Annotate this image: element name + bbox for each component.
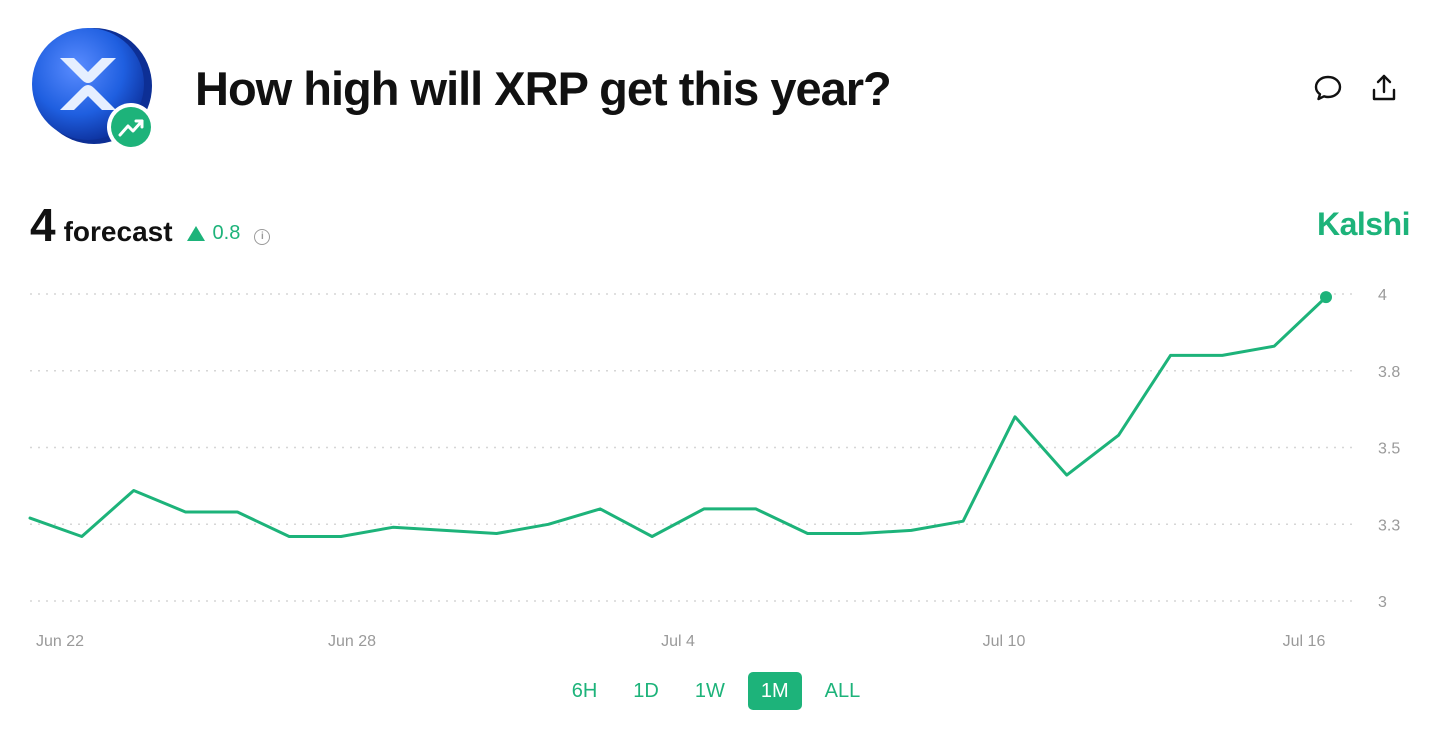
y-tick-label: 4 [1378, 287, 1387, 304]
page-title: How high will XRP get this year? [195, 62, 892, 115]
y-tick-label: 3 [1378, 594, 1387, 611]
y-tick-label: 3.3 [1378, 517, 1400, 534]
forecast-change-value: 0.8 [212, 222, 241, 244]
forecast-change: 0.8 [186, 222, 241, 245]
share-button[interactable] [1366, 70, 1402, 106]
share-icon [1372, 74, 1396, 101]
x-tick-label: Jul 10 [983, 633, 1026, 650]
series-line [28, 295, 1328, 538]
range-1m-button[interactable]: 1M [747, 672, 802, 710]
range-1w-button[interactable]: 1W [694, 680, 725, 702]
range-1d-button[interactable]: 1D [633, 680, 659, 702]
forecast-value: 4 [30, 199, 56, 251]
up-triangle-icon [186, 226, 205, 241]
info-icon[interactable]: i [254, 228, 271, 245]
comment-icon [1314, 75, 1342, 101]
x-tick-label: Jun 28 [328, 633, 376, 650]
forecast-label: forecast [63, 216, 173, 247]
range-all-button[interactable]: ALL [824, 680, 861, 702]
range-6h-button[interactable]: 6H [571, 680, 598, 702]
x-tick-label: Jul 4 [661, 633, 695, 650]
x-tick-label: Jul 16 [1283, 633, 1326, 650]
y-tick-label: 3.8 [1378, 364, 1400, 381]
range-selector: 6H 1D 1W 1M ALL [0, 672, 1432, 710]
xrp-logo-icon [32, 28, 155, 151]
x-tick-label: Jun 22 [36, 633, 84, 650]
forecast-summary: 4 forecast 0.8 i [30, 199, 271, 251]
forecast-chart: 4 3.8 3.5 3.3 3 Jun 22 Jun 28 Jul 4 Jul 10 Jul 16 [28, 287, 1400, 650]
latest-point-marker [1320, 291, 1332, 304]
kalshi-brand: Kalshi [1316, 206, 1411, 242]
y-tick-label: 3.5 [1378, 441, 1400, 458]
comment-button[interactable] [1310, 70, 1346, 106]
trending-up-icon [107, 103, 155, 151]
